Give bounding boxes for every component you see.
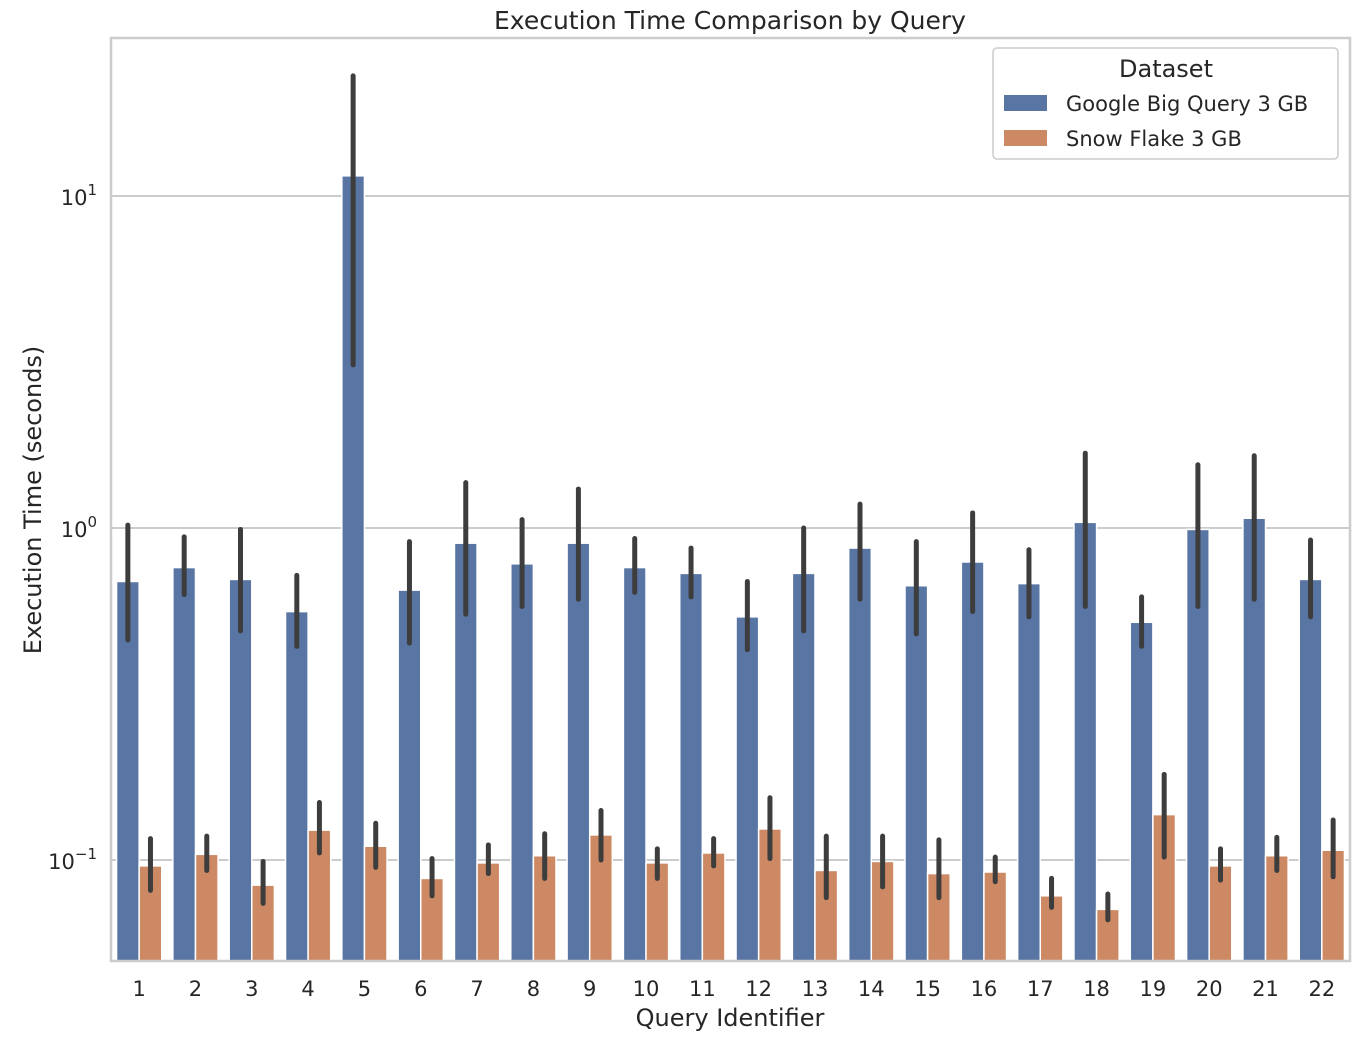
plot-frame (109, 36, 1352, 963)
bar-snow-flake-q16 (983, 871, 1008, 962)
bar-google-big-query-q10 (622, 566, 647, 962)
legend-label-google-big-query: Google Big Query 3 GB (1066, 92, 1308, 116)
y-tick-label-2: 10−1 (48, 845, 97, 874)
x-axis-label: Query Identifier (636, 1004, 825, 1032)
bar-google-big-query-q4 (284, 610, 309, 962)
bar-google-big-query-q16 (960, 561, 985, 962)
bars-layer (115, 175, 1346, 962)
x-tick-label-22: 22 (1308, 977, 1335, 1001)
x-tick-label-7: 7 (470, 977, 483, 1001)
x-tick-label-8: 8 (527, 977, 540, 1001)
bar-google-big-query-q12 (735, 616, 760, 962)
x-tick-label-1: 1 (132, 977, 145, 1001)
legend-label-snow-flake: Snow Flake 3 GB (1066, 127, 1242, 151)
legend-title: Dataset (1119, 55, 1213, 83)
y-tick-label-0: 101 (61, 181, 97, 210)
y-tick-label-1: 100 (61, 513, 97, 542)
bar-google-big-query-q11 (678, 572, 704, 962)
x-tick-label-13: 13 (802, 977, 829, 1001)
legend-box (992, 47, 1339, 160)
legend: Dataset Google Big Query 3 GB Snow Flake… (992, 47, 1339, 160)
bar-google-big-query-q15 (904, 584, 929, 962)
x-tick-label-3: 3 (245, 977, 258, 1001)
x-tick-label-16: 16 (971, 977, 998, 1001)
x-tick-label-12: 12 (745, 977, 772, 1001)
bar-google-big-query-q6 (397, 589, 422, 962)
x-tick-label-5: 5 (358, 977, 371, 1001)
x-tick-label-2: 2 (189, 977, 202, 1001)
bar-snow-flake-q7 (476, 862, 501, 962)
x-tick-label-6: 6 (414, 977, 427, 1001)
x-tick-label-20: 20 (1196, 977, 1223, 1001)
legend-swatch-snow-flake (1004, 130, 1047, 146)
x-tick-label-11: 11 (689, 977, 716, 1001)
x-tick-label-10: 10 (633, 977, 660, 1001)
chart-title: Execution Time Comparison by Query (494, 6, 966, 35)
bar-google-big-query-q3 (228, 578, 253, 962)
x-tick-label-15: 15 (914, 977, 941, 1001)
bar-google-big-query-q14 (847, 547, 873, 962)
bar-google-big-query-q17 (1016, 582, 1042, 962)
x-tick-label-4: 4 (301, 977, 314, 1001)
bar-snow-flake-q11 (701, 852, 726, 962)
x-tick-label-14: 14 (858, 977, 885, 1001)
x-tick-label-18: 18 (1083, 977, 1110, 1001)
error-bars-layer (125, 73, 1336, 923)
x-tick-label-21: 21 (1252, 977, 1279, 1001)
bar-google-big-query-q8 (510, 563, 535, 962)
x-tick-labels: 1 2 3 4 5 6 7 8 9 10 11 12 13 14 15 16 17 18 19 20 21 22 (132, 977, 1335, 1001)
bar-google-big-query-q22 (1298, 578, 1323, 962)
bar-google-big-query-q19 (1129, 621, 1154, 962)
y-tick-labels: 101 100 10−1 (48, 181, 97, 874)
x-tick-label-17: 17 (1027, 977, 1054, 1001)
x-tick-label-9: 9 (583, 977, 596, 1001)
legend-swatch-google-big-query (1004, 95, 1047, 111)
x-tick-label-19: 19 (1140, 977, 1167, 1001)
y-axis-label: Execution Time (seconds) (19, 346, 47, 655)
bar-google-big-query-q9 (566, 542, 591, 962)
bar-google-big-query-q2 (172, 566, 197, 962)
